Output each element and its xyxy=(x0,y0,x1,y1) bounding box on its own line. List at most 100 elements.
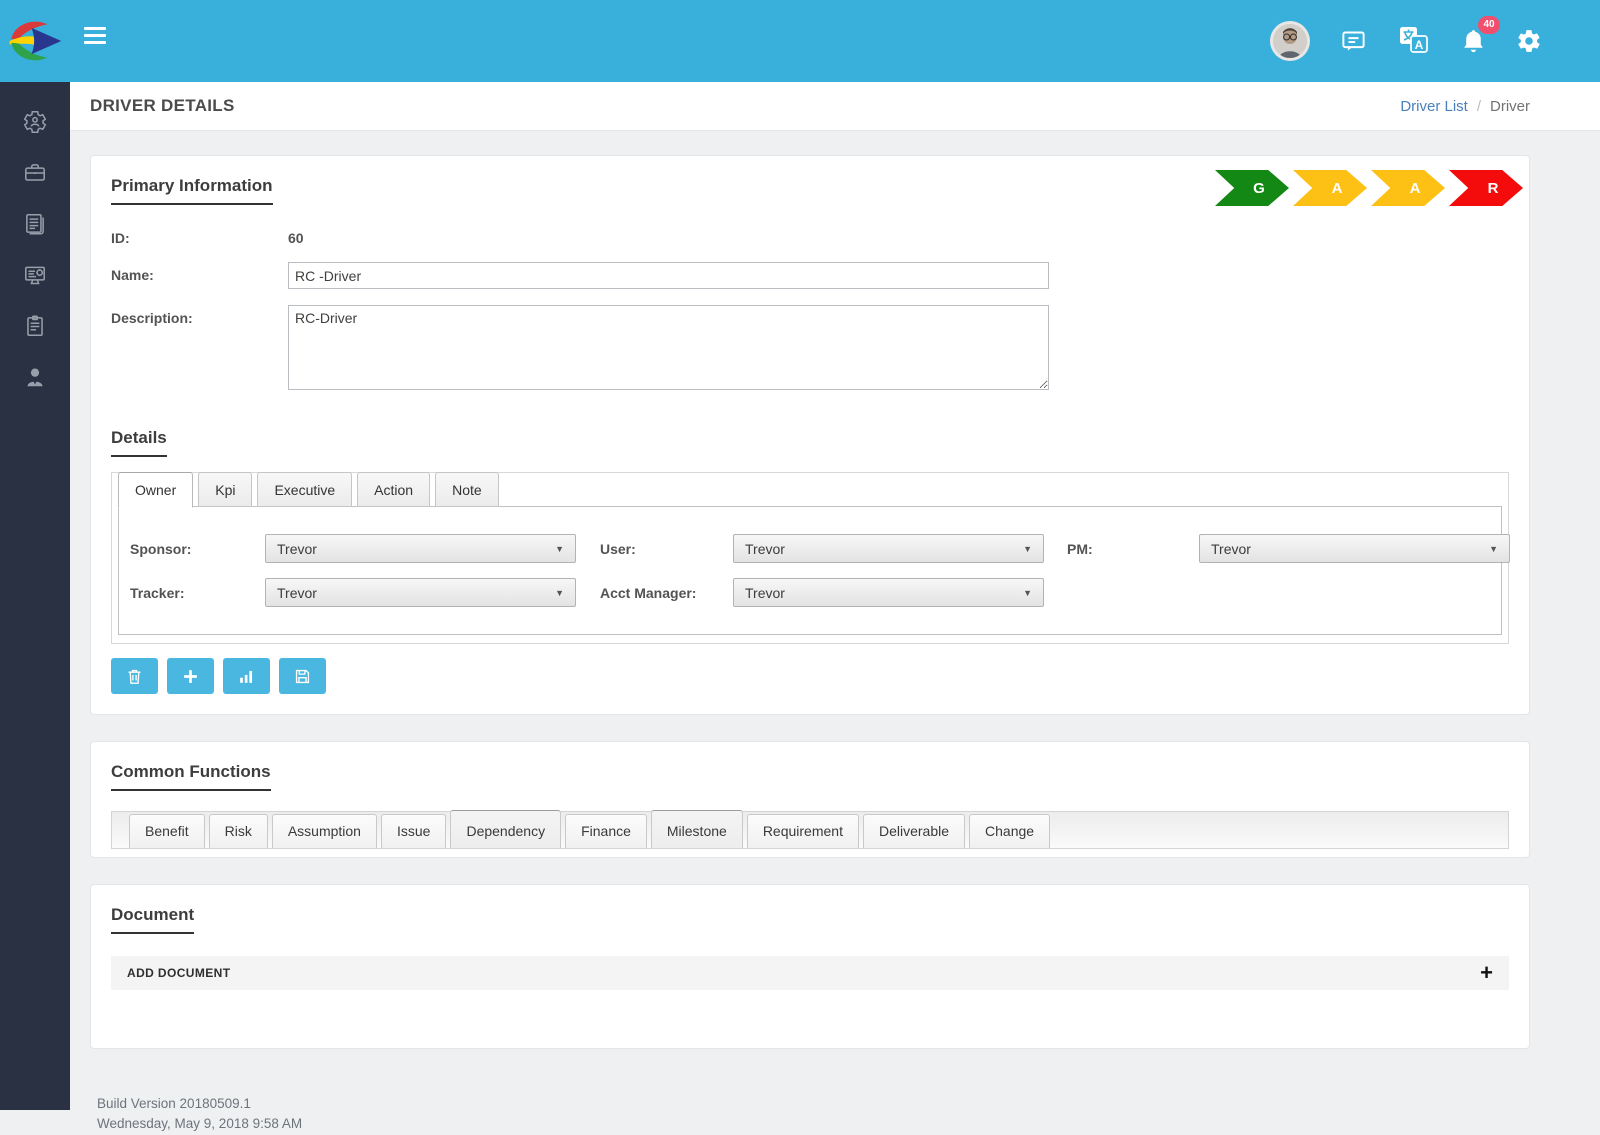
id-row: ID: 60 xyxy=(111,225,1509,246)
chevron-down-icon: ▼ xyxy=(1023,587,1032,598)
common-functions-tab-strip: Benefit Risk Assumption Issue Dependency… xyxy=(111,810,1509,849)
save-button[interactable] xyxy=(279,658,326,694)
plus-icon xyxy=(184,669,197,683)
notification-badge: 40 xyxy=(1478,15,1500,34)
header-actions: A 40 xyxy=(1270,0,1542,82)
page-footer: Build Version 20180509.1 Wednesday, May … xyxy=(70,1075,1600,1135)
sponsor-select[interactable]: Trevor ▼ xyxy=(265,534,576,563)
rag-badge-red: R xyxy=(1449,170,1523,206)
add-document-bar[interactable]: ADD DOCUMENT + xyxy=(111,956,1509,990)
acct-manager-label: Acct Manager: xyxy=(600,584,697,601)
rag-badge-amber-1: A xyxy=(1293,170,1367,206)
title-bar: DRIVER DETAILS Driver List / Driver xyxy=(70,82,1600,131)
chevron-down-icon: ▼ xyxy=(1023,543,1032,554)
build-date: Wednesday, May 9, 2018 9:58 AM xyxy=(97,1116,303,1132)
pm-select[interactable]: Trevor ▼ xyxy=(1199,534,1510,563)
chart-button[interactable] xyxy=(223,658,270,694)
brand-logo-icon xyxy=(9,21,62,61)
user-select-value: Trevor xyxy=(745,540,785,557)
tab-dependency[interactable]: Dependency xyxy=(450,810,562,848)
breadcrumb: Driver List / Driver xyxy=(1400,98,1530,115)
action-button-row xyxy=(111,658,1509,694)
tab-action[interactable]: Action xyxy=(357,472,431,507)
description-label: Description: xyxy=(111,310,193,326)
ledger-icon[interactable] xyxy=(22,211,48,237)
common-functions-card: Common Functions Benefit Risk Assumption… xyxy=(90,741,1530,858)
delete-button[interactable] xyxy=(111,658,158,694)
tracker-label: Tracker: xyxy=(130,584,185,601)
document-card: Document ADD DOCUMENT + xyxy=(90,884,1530,1049)
tab-assumption[interactable]: Assumption xyxy=(271,814,377,848)
plus-icon: + xyxy=(1480,960,1493,985)
acct-manager-select[interactable]: Trevor ▼ xyxy=(733,578,1044,607)
avatar-photo xyxy=(1273,24,1307,58)
user-select[interactable]: Trevor ▼ xyxy=(733,534,1044,563)
monitor-gear-icon[interactable] xyxy=(22,262,48,288)
name-label: Name: xyxy=(111,267,154,283)
person-icon[interactable] xyxy=(22,364,48,390)
tab-executive[interactable]: Executive xyxy=(257,472,353,507)
chat-icon[interactable] xyxy=(1340,28,1367,55)
primary-information-heading: Primary Information xyxy=(111,176,273,205)
user-label: User: xyxy=(600,540,636,557)
user-avatar[interactable] xyxy=(1270,21,1310,61)
gear-icon[interactable] xyxy=(1516,28,1542,54)
details-tab-row: Owner Kpi Executive Action Note xyxy=(118,472,1502,508)
bar-chart-icon xyxy=(240,670,253,683)
breadcrumb-separator: / xyxy=(1476,97,1481,115)
tab-milestone[interactable]: Milestone xyxy=(650,810,743,848)
name-row: Name: xyxy=(111,262,1509,289)
breadcrumb-current: Driver xyxy=(1490,97,1530,115)
name-input[interactable] xyxy=(288,262,1049,289)
document-heading: Document xyxy=(111,905,195,934)
page-content: G A A R Primary Information ID: 60 Name:… xyxy=(70,131,1600,1049)
svg-text:A: A xyxy=(1415,38,1424,52)
build-version: Build Version 20180509.1 xyxy=(97,1096,251,1111)
tab-requirement[interactable]: Requirement xyxy=(746,814,859,848)
tab-owner[interactable]: Owner xyxy=(118,472,194,508)
chevron-down-icon: ▼ xyxy=(1489,543,1498,554)
trash-icon xyxy=(128,669,141,684)
add-button[interactable] xyxy=(167,658,214,694)
rag-badge-green: G xyxy=(1215,170,1289,206)
hamburger-icon[interactable] xyxy=(84,27,106,44)
id-label: ID: xyxy=(111,230,130,246)
details-tabs-panel: Owner Kpi Executive Action Note Sponsor:… xyxy=(111,472,1510,644)
pm-label: PM: xyxy=(1067,540,1093,557)
tab-risk[interactable]: Risk xyxy=(208,814,268,848)
chevron-down-icon: ▼ xyxy=(555,587,564,598)
clipboard-icon[interactable] xyxy=(22,313,48,339)
chevron-down-icon: ▼ xyxy=(555,543,564,554)
tab-note[interactable]: Note xyxy=(435,472,499,507)
description-row: Description: RC-Driver xyxy=(111,305,1509,390)
pm-select-value: Trevor xyxy=(1211,540,1251,557)
acct-manager-select-value: Trevor xyxy=(745,584,785,601)
page-title: DRIVER DETAILS xyxy=(90,96,235,115)
app-logo[interactable] xyxy=(0,0,70,82)
sponsor-label: Sponsor: xyxy=(130,540,192,557)
breadcrumb-driver-list-link[interactable]: Driver List xyxy=(1400,97,1468,115)
common-functions-heading: Common Functions xyxy=(111,762,271,791)
translate-icon[interactable]: A xyxy=(1397,25,1431,57)
tab-benefit[interactable]: Benefit xyxy=(129,814,205,848)
rag-status-row: G A A R xyxy=(1215,170,1523,206)
tab-deliverable[interactable]: Deliverable xyxy=(862,814,966,848)
floppy-icon xyxy=(295,669,310,683)
details-heading: Details xyxy=(111,428,167,457)
left-sidebar xyxy=(0,82,70,1110)
primary-information-card: G A A R Primary Information ID: 60 Name:… xyxy=(90,155,1530,715)
rag-badge-amber-2: A xyxy=(1371,170,1445,206)
main-area: DRIVER DETAILS Driver List / Driver G A … xyxy=(70,82,1600,1135)
tracker-select[interactable]: Trevor ▼ xyxy=(265,578,576,607)
tab-finance[interactable]: Finance xyxy=(565,814,647,848)
top-header-bar: A 40 xyxy=(0,0,1600,82)
bell-icon[interactable]: 40 xyxy=(1461,15,1500,55)
sponsor-select-value: Trevor xyxy=(277,540,317,557)
tab-change[interactable]: Change xyxy=(969,814,1051,848)
tab-kpi[interactable]: Kpi xyxy=(198,472,253,507)
id-value: 60 xyxy=(288,230,304,246)
briefcase-icon[interactable] xyxy=(22,160,48,186)
user-gear-icon[interactable] xyxy=(22,109,48,135)
description-textarea[interactable]: RC-Driver xyxy=(288,305,1049,390)
tab-issue[interactable]: Issue xyxy=(380,814,447,848)
